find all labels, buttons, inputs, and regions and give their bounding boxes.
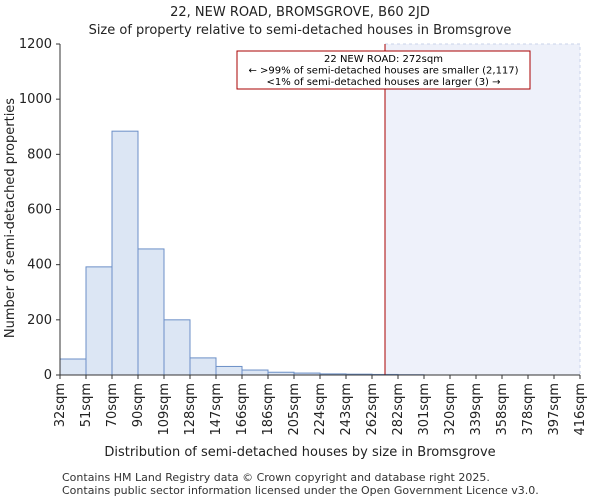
x-tick-label: 416sqm [573, 383, 588, 436]
x-tick-label: 358sqm [495, 383, 510, 436]
x-tick-label: 70sqm [105, 383, 120, 427]
y-axis-label: Number of semi-detached properties [3, 98, 18, 338]
x-tick-label: 320sqm [443, 383, 458, 436]
chart-subtitle: Size of property relative to semi-detach… [89, 23, 512, 38]
x-tick-label: 301sqm [417, 383, 432, 436]
larger-region-shade [385, 44, 580, 375]
histogram-bar [111, 130, 139, 376]
histogram-bar [215, 365, 243, 376]
x-tick-label: 243sqm [339, 383, 354, 436]
histogram-bar [137, 248, 165, 376]
histogram-bar [189, 357, 217, 376]
y-tick-label: 200 [27, 313, 52, 328]
x-tick-label: 109sqm [157, 383, 172, 436]
x-tick-label: 339sqm [469, 383, 484, 436]
shade-outline [385, 43, 581, 375]
footer-line-1: Contains HM Land Registry data © Crown c… [62, 471, 490, 484]
x-tick-label: 282sqm [391, 383, 406, 436]
x-tick-label: 32sqm [53, 383, 68, 427]
histogram-bar [85, 266, 113, 376]
x-tick-label: 205sqm [287, 383, 302, 436]
x-tick-label: 186sqm [261, 383, 276, 436]
x-tick-label: 147sqm [209, 383, 224, 436]
x-tick-label: 166sqm [235, 383, 250, 436]
x-tick-label: 378sqm [521, 383, 536, 436]
x-tick-label: 397sqm [547, 383, 562, 436]
histogram-bar [163, 319, 191, 376]
y-tick-label: 800 [27, 147, 52, 162]
annotation-box [236, 50, 531, 90]
y-tick-label: 400 [27, 258, 52, 273]
x-tick-label: 262sqm [365, 383, 380, 436]
annotation-line: 22 NEW ROAD: 272sqm [324, 54, 443, 65]
y-tick-label: 1000 [19, 92, 52, 107]
x-axis-label: Distribution of semi-detached houses by … [104, 445, 495, 460]
x-tick-label: 128sqm [183, 383, 198, 436]
y-tick-label: 0 [44, 368, 52, 383]
histogram-bar [241, 369, 269, 376]
chart-title: 22, NEW ROAD, BROMSGROVE, B60 2JD [170, 5, 430, 20]
x-tick-label: 51sqm [79, 383, 94, 427]
y-tick-label: 1200 [19, 37, 52, 52]
x-tick-label: 224sqm [313, 383, 328, 436]
annotation-line: ← >99% of semi-detached houses are small… [248, 66, 518, 77]
footer-line-2: Contains public sector information licen… [62, 484, 539, 497]
y-tick-label: 600 [27, 203, 52, 218]
annotation-line: <1% of semi-detached houses are larger (… [266, 77, 500, 88]
histogram-bar [59, 358, 87, 376]
plot-area: 0 200 400 600 800 1000 1200 32sqm 51sqm 70sqm 90sq… [19, 37, 588, 436]
x-tick-label: 90sqm [131, 383, 146, 427]
